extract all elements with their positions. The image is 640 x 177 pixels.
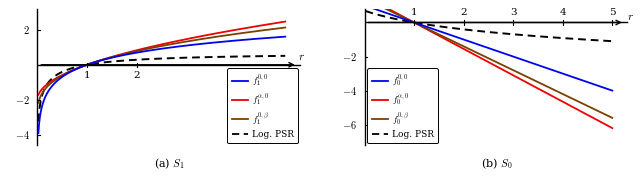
Text: $2$: $2$ bbox=[23, 24, 30, 36]
Legend: $f_0^{0,0}$, $f_0^{\alpha,0}$, $f_0^{0,\beta}$, Log. PSR: $f_0^{0,0}$, $f_0^{\alpha,0}$, $f_0^{0,\… bbox=[367, 68, 438, 143]
Text: 1: 1 bbox=[411, 7, 417, 16]
Text: 2: 2 bbox=[133, 71, 140, 80]
Text: 5: 5 bbox=[284, 71, 291, 80]
Text: $-2$: $-2$ bbox=[15, 94, 30, 106]
Text: (a) $S_1$: (a) $S_1$ bbox=[154, 156, 185, 171]
Text: 4: 4 bbox=[559, 7, 566, 16]
Text: 2: 2 bbox=[460, 7, 467, 16]
Text: $r$: $r$ bbox=[627, 12, 634, 22]
Legend: $f_1^{0,0}$, $f_1^{\alpha,0}$, $f_1^{0,\beta}$, Log. PSR: $f_1^{0,0}$, $f_1^{\alpha,0}$, $f_1^{0,\… bbox=[227, 68, 298, 143]
Text: $-2$: $-2$ bbox=[342, 51, 357, 62]
Text: $r$: $r$ bbox=[298, 52, 305, 62]
Text: 5: 5 bbox=[609, 7, 616, 16]
Text: $-4$: $-4$ bbox=[15, 129, 30, 141]
Text: $-6$: $-6$ bbox=[342, 119, 357, 131]
Text: 3: 3 bbox=[510, 7, 516, 16]
Text: 1: 1 bbox=[84, 71, 90, 80]
Text: $-4$: $-4$ bbox=[342, 85, 357, 97]
Text: (b) $S_0$: (b) $S_0$ bbox=[481, 156, 512, 171]
